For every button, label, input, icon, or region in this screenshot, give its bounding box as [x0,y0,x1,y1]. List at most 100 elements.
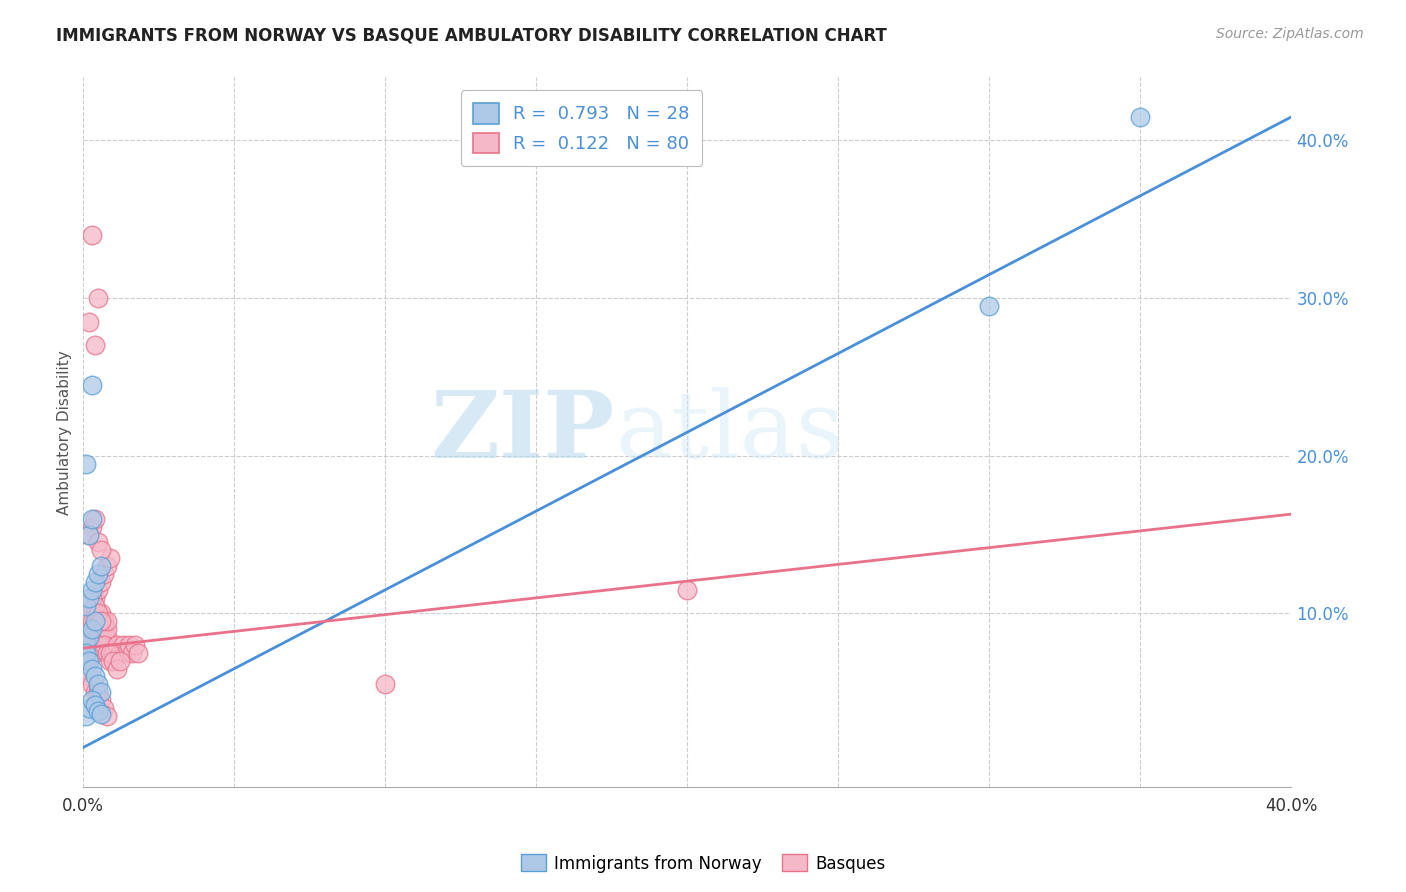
Point [1129,110,1152,124]
Point [100,551,122,566]
Point [82,512,104,526]
Point [90,693,112,707]
Point [111,638,134,652]
Point [79,646,101,660]
Point [75,615,97,629]
Point [79,527,101,541]
Point [79,701,101,715]
Point [75,622,97,636]
Point [124,638,146,652]
Point [90,707,112,722]
Point [84,591,107,605]
Legend: R =  0.793   N = 28, R =  0.122   N = 80: R = 0.793 N = 28, R = 0.122 N = 80 [461,90,702,166]
Point [75,457,97,471]
Point [87,607,110,621]
Point [93,630,115,644]
Point [84,669,107,683]
Point [75,599,97,613]
Point [79,622,101,636]
Point [87,567,110,582]
Point [79,527,101,541]
Point [82,582,104,597]
Point [87,535,110,549]
Point [105,638,128,652]
Point [117,638,139,652]
Point [93,701,115,715]
Point [84,574,107,589]
Point [90,607,112,621]
Point [90,615,112,629]
Y-axis label: Ambulatory Disability: Ambulatory Disability [58,350,72,515]
Point [79,315,101,329]
Point [93,567,115,582]
Point [96,622,118,636]
Text: Source: ZipAtlas.com: Source: ZipAtlas.com [1216,27,1364,41]
Point [75,638,97,652]
Point [82,630,104,644]
Point [108,654,131,668]
Point [79,630,101,644]
Point [82,519,104,533]
Point [82,377,104,392]
Point [108,646,131,660]
Point [82,615,104,629]
Point [93,638,115,652]
Point [676,582,699,597]
Point [82,646,104,660]
Point [84,599,107,613]
Point [87,582,110,597]
Point [84,338,107,352]
Point [75,646,97,660]
Point [87,630,110,644]
Text: atlas: atlas [614,387,844,477]
Point [90,685,112,699]
Point [100,654,122,668]
Point [87,704,110,718]
Point [75,638,97,652]
Point [75,662,97,676]
Point [79,630,101,644]
Point [979,299,1001,313]
Point [90,559,112,574]
Point [96,709,118,723]
Text: IMMIGRANTS FROM NORWAY VS BASQUE AMBULATORY DISABILITY CORRELATION CHART: IMMIGRANTS FROM NORWAY VS BASQUE AMBULAT… [56,27,887,45]
Point [87,685,110,699]
Point [87,677,110,691]
Point [93,615,115,629]
Point [96,646,118,660]
Point [103,646,125,660]
Point [84,638,107,652]
Point [127,646,149,660]
Point [121,646,143,660]
Point [82,662,104,676]
Point [90,630,112,644]
Point [75,709,97,723]
Point [90,543,112,558]
Point [79,654,101,668]
Point [93,622,115,636]
Point [84,698,107,712]
Point [90,574,112,589]
Point [84,512,107,526]
Point [79,591,101,605]
Point [82,228,104,243]
Point [84,685,107,699]
Point [87,615,110,629]
Point [79,638,101,652]
Point [96,615,118,629]
Point [84,622,107,636]
Point [87,638,110,652]
Point [103,654,125,668]
Point [84,646,107,660]
Point [82,677,104,691]
Point [82,599,104,613]
Point [87,622,110,636]
Point [82,638,104,652]
Text: ZIP: ZIP [430,387,614,477]
Point [79,654,101,668]
Point [90,615,112,629]
Point [374,677,396,691]
Point [84,630,107,644]
Point [96,630,118,644]
Point [75,646,97,660]
